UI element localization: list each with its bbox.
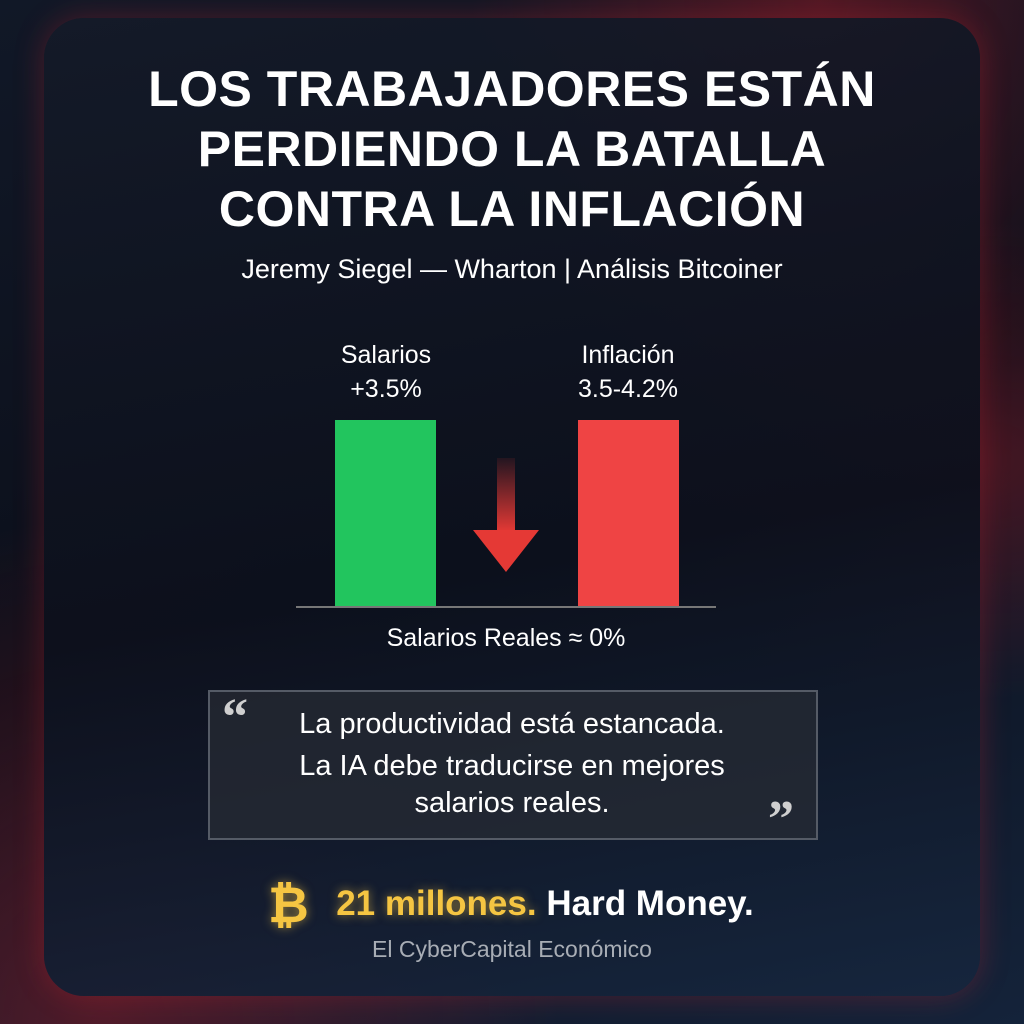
arrow-shaft xyxy=(497,458,515,532)
title-line: PERDIENDO LA BATALLA xyxy=(197,121,827,177)
subtitle: Jeremy Siegel — Wharton | Análisis Bitco… xyxy=(241,254,783,284)
title-line: CONTRA LA INFLACIÓN xyxy=(218,181,806,237)
bar-label: Inflación xyxy=(581,341,675,369)
quote-line: La IA debe traducirse en mejores xyxy=(299,750,725,782)
quote-mark: “ xyxy=(222,689,248,746)
title-line: LOS TRABAJADORES ESTÁN xyxy=(148,61,876,117)
tagline: 21 millones. Hard Money. xyxy=(0,884,1024,924)
tagline-white: Hard Money. xyxy=(546,884,754,923)
bitcoin-icon: ₿ xyxy=(268,877,309,933)
quote-line: salarios reales. xyxy=(414,787,610,819)
quote-line: La productividad está estancada. xyxy=(299,708,725,740)
quote-mark: ” xyxy=(768,791,794,848)
brand: El CyberCapital Económico xyxy=(372,936,652,962)
caption: Salarios Reales ≈ 0% xyxy=(386,624,626,652)
bar-value-label: +3.5% xyxy=(350,375,422,403)
tagline-gold: 21 millones. xyxy=(336,884,537,923)
bar-inflacion xyxy=(578,420,679,607)
arrow-head xyxy=(473,530,539,572)
quote-box xyxy=(208,690,818,840)
bar-label: Salarios xyxy=(340,341,432,369)
bar-value-label: 3.5-4.2% xyxy=(577,375,679,403)
bar-salarios xyxy=(335,420,436,607)
